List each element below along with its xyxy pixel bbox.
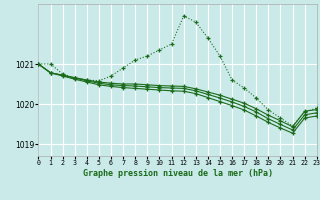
X-axis label: Graphe pression niveau de la mer (hPa): Graphe pression niveau de la mer (hPa) — [83, 169, 273, 178]
